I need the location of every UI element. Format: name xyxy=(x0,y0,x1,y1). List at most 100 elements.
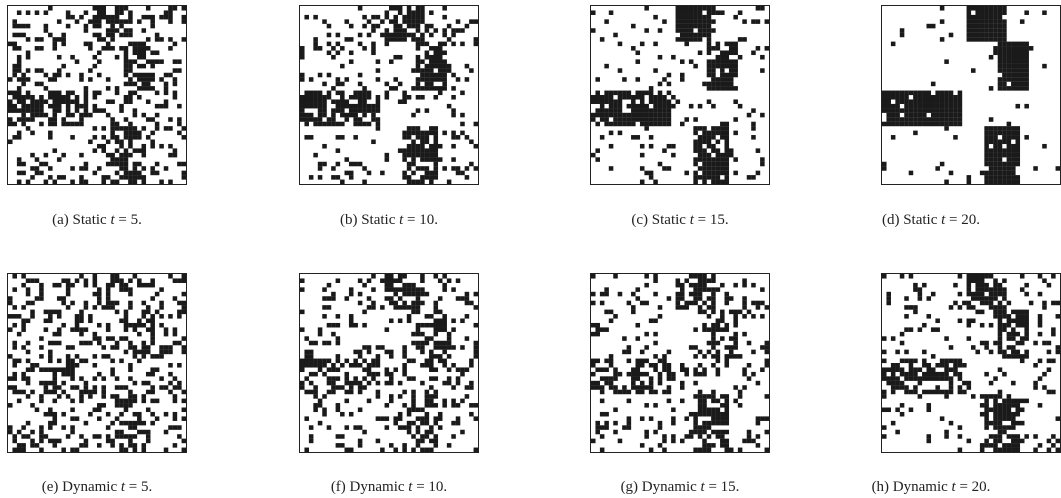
matrix-cell xyxy=(675,28,681,33)
matrix-cell xyxy=(61,41,66,47)
matrix-cell xyxy=(993,438,998,444)
matrix-cell xyxy=(608,99,614,104)
matrix-cell xyxy=(899,385,905,390)
matrix-cell xyxy=(442,314,447,319)
matrix-cell xyxy=(671,95,676,100)
matrix-cell xyxy=(957,425,963,430)
matrix-cell xyxy=(389,394,394,399)
matrix-cell xyxy=(150,340,155,346)
matrix-cell xyxy=(402,32,407,38)
matrix-cell xyxy=(702,175,707,180)
matrix-cell xyxy=(411,309,416,315)
matrix-cell xyxy=(123,170,129,176)
matrix-cell xyxy=(340,443,345,448)
matrix-cell xyxy=(635,95,641,100)
matrix-cell xyxy=(371,300,376,306)
matrix-cell xyxy=(411,112,416,118)
matrix-cell xyxy=(908,112,914,118)
matrix-cell xyxy=(1055,300,1060,306)
matrix-cell xyxy=(132,425,138,430)
matrix-cell xyxy=(429,429,434,435)
matrix-cell xyxy=(357,99,363,104)
matrix-cell xyxy=(1006,41,1012,47)
matrix-cell xyxy=(693,429,698,435)
matrix-cell xyxy=(128,278,133,283)
matrix-cell xyxy=(715,367,721,372)
matrix-cell xyxy=(751,175,756,180)
matrix-cell xyxy=(433,376,439,381)
matrix-cell xyxy=(957,99,963,104)
matrix-cell xyxy=(300,99,305,104)
matrix-cell xyxy=(132,354,138,359)
matrix-cell xyxy=(680,28,685,33)
matrix-cell xyxy=(433,438,439,444)
matrix-cell xyxy=(711,19,716,24)
matrix-cell xyxy=(52,443,58,448)
matrix-cell xyxy=(79,376,84,381)
matrix-cell xyxy=(437,54,443,60)
matrix-cell xyxy=(706,411,712,417)
matrix-cell xyxy=(948,170,954,176)
matrix-cell xyxy=(1006,161,1012,167)
matrix-cell xyxy=(375,95,381,100)
matrix-cell xyxy=(43,28,49,33)
matrix-cell xyxy=(429,394,434,399)
matrix-cell xyxy=(733,41,738,47)
matrix-cell xyxy=(693,371,698,377)
matrix-cell xyxy=(957,108,963,113)
matrix-cell xyxy=(357,291,363,297)
matrix-cell xyxy=(693,130,698,136)
matrix-cell xyxy=(653,112,658,118)
matrix-cell xyxy=(930,389,936,395)
matrix-cell xyxy=(137,318,142,324)
matrix-cell xyxy=(172,152,178,158)
matrix-cell xyxy=(706,23,712,29)
matrix-cell xyxy=(137,41,142,47)
matrix-cell xyxy=(604,99,609,104)
matrix-cell xyxy=(944,126,949,131)
matrix-cell xyxy=(429,336,434,341)
matrix-cell xyxy=(420,72,425,78)
matrix-cell xyxy=(402,345,407,350)
matrix-cell xyxy=(429,322,434,328)
matrix-cell xyxy=(371,46,376,51)
matrix-cell xyxy=(83,99,89,104)
matrix-cell xyxy=(415,23,421,29)
matrix-cell xyxy=(429,86,434,91)
matrix-cell xyxy=(680,296,685,301)
matrix-cell xyxy=(693,10,698,15)
matrix-cell xyxy=(16,90,22,96)
matrix-cell xyxy=(922,358,927,364)
matrix-cell xyxy=(680,398,685,404)
matrix-cell xyxy=(424,54,430,60)
matrix-cell xyxy=(433,148,439,153)
matrix-cell xyxy=(693,32,698,38)
matrix-cell xyxy=(653,367,658,372)
matrix-cell xyxy=(1011,336,1016,341)
matrix-cell xyxy=(442,59,447,64)
matrix-cell xyxy=(724,175,730,180)
matrix-cell xyxy=(608,90,614,96)
matrix-cell xyxy=(1037,403,1043,408)
matrix-cell xyxy=(313,99,318,104)
matrix-cell xyxy=(608,318,614,324)
matrix-cell xyxy=(105,411,111,417)
matrix-cell xyxy=(56,296,62,301)
matrix-cell xyxy=(626,349,632,355)
matrix-cell xyxy=(353,380,358,386)
matrix-cell xyxy=(711,398,716,404)
matrix-cell xyxy=(1024,135,1029,140)
matrix-cell xyxy=(599,376,605,381)
matrix-cell xyxy=(671,407,676,413)
matrix-cell xyxy=(711,296,716,301)
matrix-cell xyxy=(442,274,447,279)
matrix-cell xyxy=(61,37,66,42)
matrix-cell xyxy=(317,358,323,364)
matrix-cell xyxy=(340,46,345,51)
matrix-cell xyxy=(648,170,654,176)
matrix-cell xyxy=(397,32,403,38)
matrix-cell xyxy=(711,170,716,176)
matrix-cell xyxy=(8,354,13,359)
matrix-cell xyxy=(644,121,649,127)
matrix-cell xyxy=(317,103,323,109)
